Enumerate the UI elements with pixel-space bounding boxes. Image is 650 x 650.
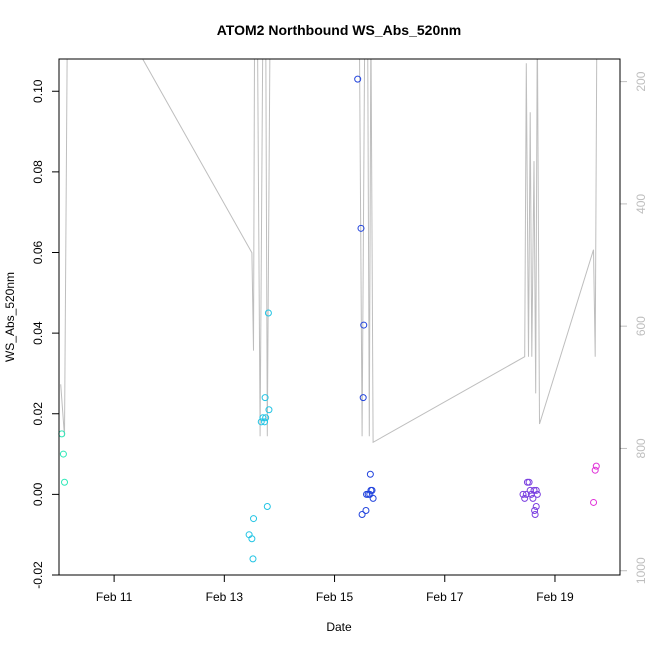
y-tick-label: 0.00 [31, 482, 45, 506]
data-point [354, 75, 362, 83]
x-tick-label: Feb 17 [426, 590, 464, 604]
secondary-tick-label: 400 [634, 194, 648, 214]
data-point [369, 494, 377, 502]
data-point [522, 490, 530, 498]
data-point [362, 507, 370, 514]
data-point [264, 309, 272, 317]
data-point [368, 486, 376, 494]
data-point [257, 418, 265, 426]
data-point [248, 535, 256, 543]
y-tick-label: 0.02 [31, 402, 45, 426]
data-point [263, 502, 271, 510]
secondary-tick-label: 200 [634, 71, 648, 91]
data-point [531, 507, 539, 514]
y-tick-label: 0.08 [31, 160, 45, 184]
data-point [521, 494, 529, 502]
data-point [259, 414, 267, 422]
data-point [366, 470, 374, 478]
data-point [533, 490, 541, 498]
data-point [519, 490, 527, 498]
x-tick-label: Feb 13 [206, 590, 244, 604]
data-point [357, 224, 365, 232]
data-point [532, 486, 540, 494]
data-point [59, 450, 67, 458]
data-point [261, 394, 269, 402]
x-axis-title: Date [326, 620, 352, 634]
chart-title: ATOM2 Northbound WS_Abs_520nm [217, 22, 462, 38]
x-tick-label: Feb 15 [316, 590, 354, 604]
data-point [590, 498, 598, 506]
y-axis-title: WS_Abs_520nm [3, 272, 17, 362]
y-tick-label: 0.06 [31, 240, 45, 264]
x-tick-label: Feb 19 [536, 590, 574, 604]
secondary-tick-label: 600 [634, 316, 648, 336]
y-tick-label: -0.02 [31, 561, 45, 589]
data-point [525, 478, 533, 486]
y-tick-label: 0.10 [31, 79, 45, 103]
data-point [591, 466, 599, 474]
data-point [531, 511, 539, 519]
data-point [360, 321, 368, 329]
secondary-tick-label: 800 [634, 438, 648, 458]
x-tick-label: Feb 11 [96, 590, 133, 604]
data-point [61, 478, 69, 486]
data-point [261, 418, 269, 426]
data-point [249, 555, 257, 563]
data-point [358, 511, 366, 519]
data-point [529, 494, 537, 502]
data-point [359, 394, 367, 402]
data-point [532, 502, 540, 510]
secondary-trace-line [60, 59, 598, 444]
plot-frame [58, 58, 621, 576]
data-point [262, 414, 270, 422]
data-point [265, 406, 273, 414]
y-tick-label: 0.04 [31, 321, 45, 345]
secondary-tick-label: 1000 [634, 557, 648, 584]
data-point [250, 515, 258, 523]
data-point [592, 462, 600, 470]
